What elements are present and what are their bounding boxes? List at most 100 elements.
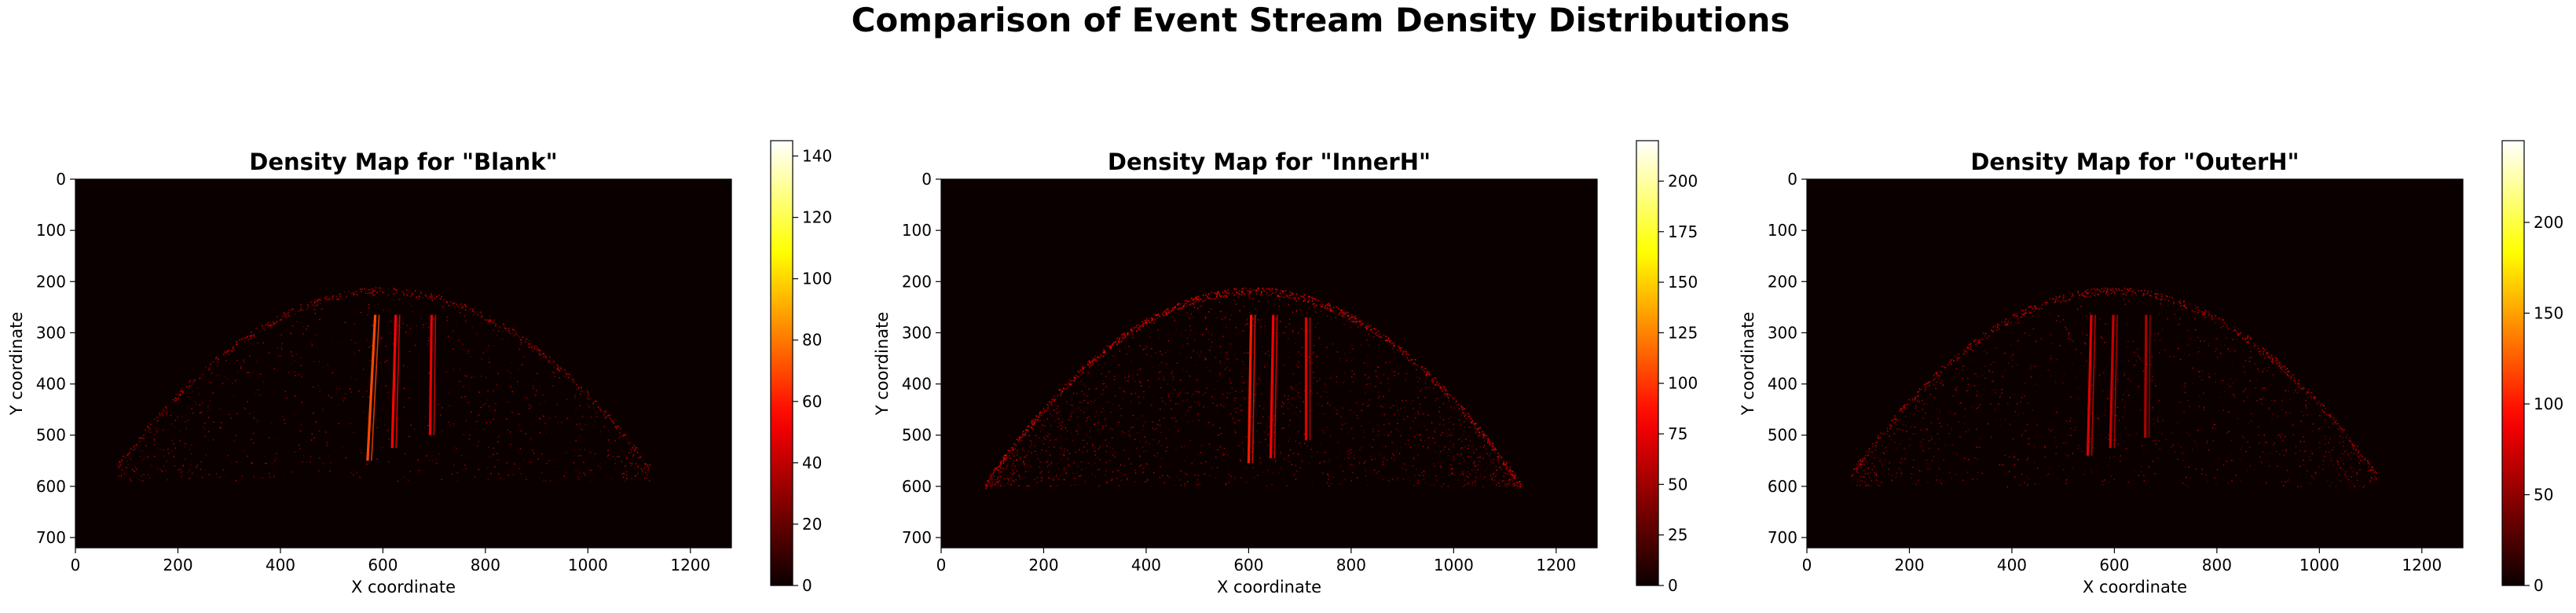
event-point — [1510, 473, 1512, 475]
event-point — [635, 448, 636, 450]
event-point — [1393, 344, 1395, 346]
event-point — [1185, 415, 1187, 417]
event-point — [1464, 420, 1466, 423]
event-point — [227, 454, 229, 457]
event-point — [369, 288, 372, 291]
event-point — [496, 384, 497, 386]
event-point — [1228, 290, 1229, 292]
event-point — [990, 474, 992, 475]
event-point — [1511, 474, 1512, 475]
event-point — [1012, 449, 1014, 450]
event-point — [1103, 392, 1105, 394]
event-point — [1012, 469, 1013, 472]
event-point — [1132, 336, 1134, 339]
event-point — [1356, 321, 1358, 322]
event-point — [1519, 483, 1521, 486]
event-point — [1101, 428, 1104, 430]
event-point — [365, 292, 367, 294]
event-point — [2098, 288, 2101, 291]
event-point — [2165, 295, 2167, 297]
event-point — [215, 357, 218, 358]
event-point — [2089, 291, 2091, 292]
event-point — [181, 391, 183, 393]
event-point — [1097, 457, 1099, 459]
event-point — [2306, 392, 2307, 395]
event-point — [1484, 435, 1486, 437]
event-point — [2274, 356, 2276, 358]
event-point — [310, 301, 312, 303]
event-point — [1004, 459, 1006, 461]
event-point — [2272, 362, 2274, 364]
event-point — [2017, 318, 2018, 321]
event-point — [435, 458, 437, 461]
event-point — [1473, 463, 1475, 464]
event-point — [367, 292, 368, 295]
colorbar-tick-label: 25 — [1668, 526, 1687, 545]
event-point — [2185, 306, 2186, 309]
event-point — [244, 341, 247, 343]
event-point — [1177, 308, 1178, 310]
event-point — [1326, 426, 1328, 428]
event-point — [1443, 386, 1446, 388]
event-point — [1318, 336, 1320, 338]
event-point — [531, 347, 533, 349]
event-point — [648, 468, 650, 469]
event-point — [493, 319, 496, 321]
event-point — [1424, 383, 1426, 384]
event-point — [511, 391, 514, 393]
event-point — [2247, 340, 2249, 343]
event-point — [249, 336, 251, 337]
event-point — [486, 350, 487, 351]
event-point — [1403, 418, 1405, 420]
event-point — [546, 371, 548, 373]
event-point — [1261, 393, 1262, 395]
event-point — [1094, 454, 1097, 456]
event-point — [385, 345, 387, 347]
event-point — [1158, 337, 1160, 339]
colorbar-tick-label: 0 — [802, 576, 812, 595]
event-point — [1202, 294, 1204, 296]
event-point — [1215, 298, 1216, 299]
event-point — [525, 341, 526, 343]
event-point — [2112, 288, 2115, 291]
event-point — [1144, 421, 1145, 423]
event-point — [1459, 455, 1460, 457]
event-point — [1031, 420, 1033, 422]
event-point — [1420, 365, 1423, 368]
event-point — [492, 321, 493, 323]
event-point — [1204, 337, 1207, 339]
event-point — [1868, 450, 1871, 453]
event-point — [1445, 389, 1447, 391]
event-point — [209, 409, 211, 410]
event-point — [1227, 392, 1229, 394]
event-point — [1288, 318, 1291, 321]
event-point — [1400, 435, 1402, 437]
event-point — [123, 455, 125, 457]
event-point — [253, 417, 255, 419]
event-point — [142, 480, 144, 482]
event-point — [493, 322, 495, 324]
event-point — [1226, 366, 1229, 368]
event-point — [2161, 294, 2164, 296]
event-point — [518, 348, 520, 351]
event-point — [1234, 431, 1237, 433]
event-point — [1072, 380, 1075, 381]
event-point — [1097, 355, 1099, 358]
event-point — [1420, 439, 1422, 442]
event-point — [1499, 466, 1501, 468]
event-point — [1303, 390, 1306, 391]
event-point — [1008, 450, 1010, 452]
event-point — [1926, 383, 1927, 385]
event-point — [170, 414, 172, 417]
event-point — [1048, 401, 1050, 402]
event-point — [1479, 431, 1480, 433]
event-point — [1327, 402, 1328, 405]
event-point — [1230, 413, 1232, 415]
event-point — [1125, 336, 1127, 339]
event-point — [1205, 461, 1207, 463]
event-point — [189, 380, 191, 382]
event-point — [1441, 397, 1442, 398]
event-point — [1186, 337, 1188, 339]
event-point — [1072, 472, 1074, 475]
event-point — [2215, 321, 2217, 324]
